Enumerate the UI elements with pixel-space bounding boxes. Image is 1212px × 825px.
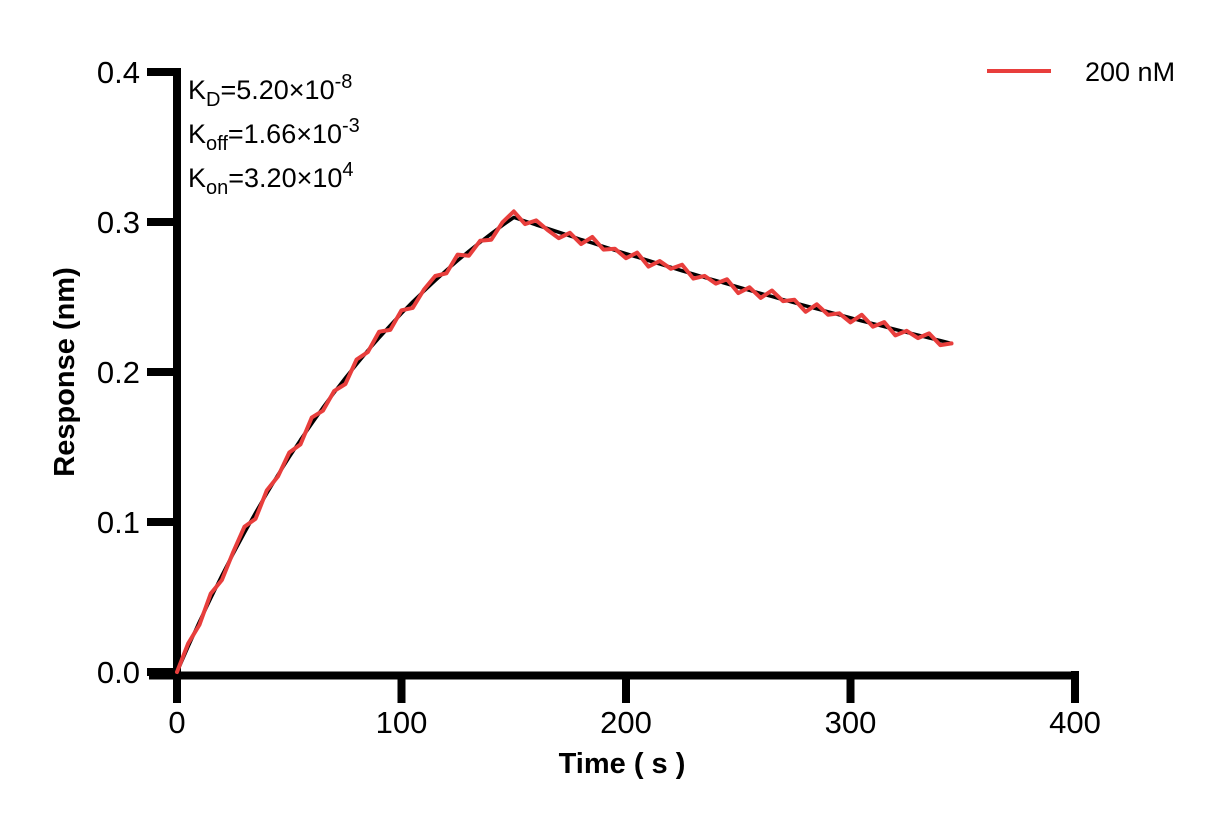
y-axis-tick-labels: 0.0 0.1 0.2 0.3 0.4 — [97, 55, 140, 690]
x-tick-0: 0 — [168, 705, 185, 740]
kinetics-annotation: KD=5.20×10-8 Koff=1.66×10-3 Kon=3.20×104 — [188, 71, 360, 199]
x-tick-100: 100 — [376, 705, 428, 740]
x-tick-300: 300 — [825, 705, 877, 740]
annotation-kd: KD=5.20×10-8 — [188, 71, 352, 111]
y-axis-title: Response (nm) — [49, 267, 81, 476]
y-tick-0.2: 0.2 — [97, 355, 140, 390]
legend-label: 200 nM — [1085, 57, 1175, 87]
y-tick-0.0: 0.0 — [97, 655, 140, 690]
y-tick-0.4: 0.4 — [97, 55, 140, 90]
x-axis-tick-labels: 0 100 200 300 400 — [168, 705, 1100, 740]
measured-curve — [175, 209, 954, 674]
x-tick-400: 400 — [1049, 705, 1101, 740]
annotation-kon: Kon=3.20×104 — [188, 159, 354, 199]
y-tick-0.3: 0.3 — [97, 205, 140, 240]
x-tick-200: 200 — [600, 705, 652, 740]
x-axis-ticks — [173, 671, 1079, 703]
annotation-koff: Koff=1.66×10-3 — [188, 115, 360, 155]
y-tick-0.1: 0.1 — [97, 505, 140, 540]
fit-curve — [175, 215, 954, 674]
legend: 200 nM — [987, 57, 1175, 87]
x-axis-title: Time ( s ) — [559, 748, 686, 780]
